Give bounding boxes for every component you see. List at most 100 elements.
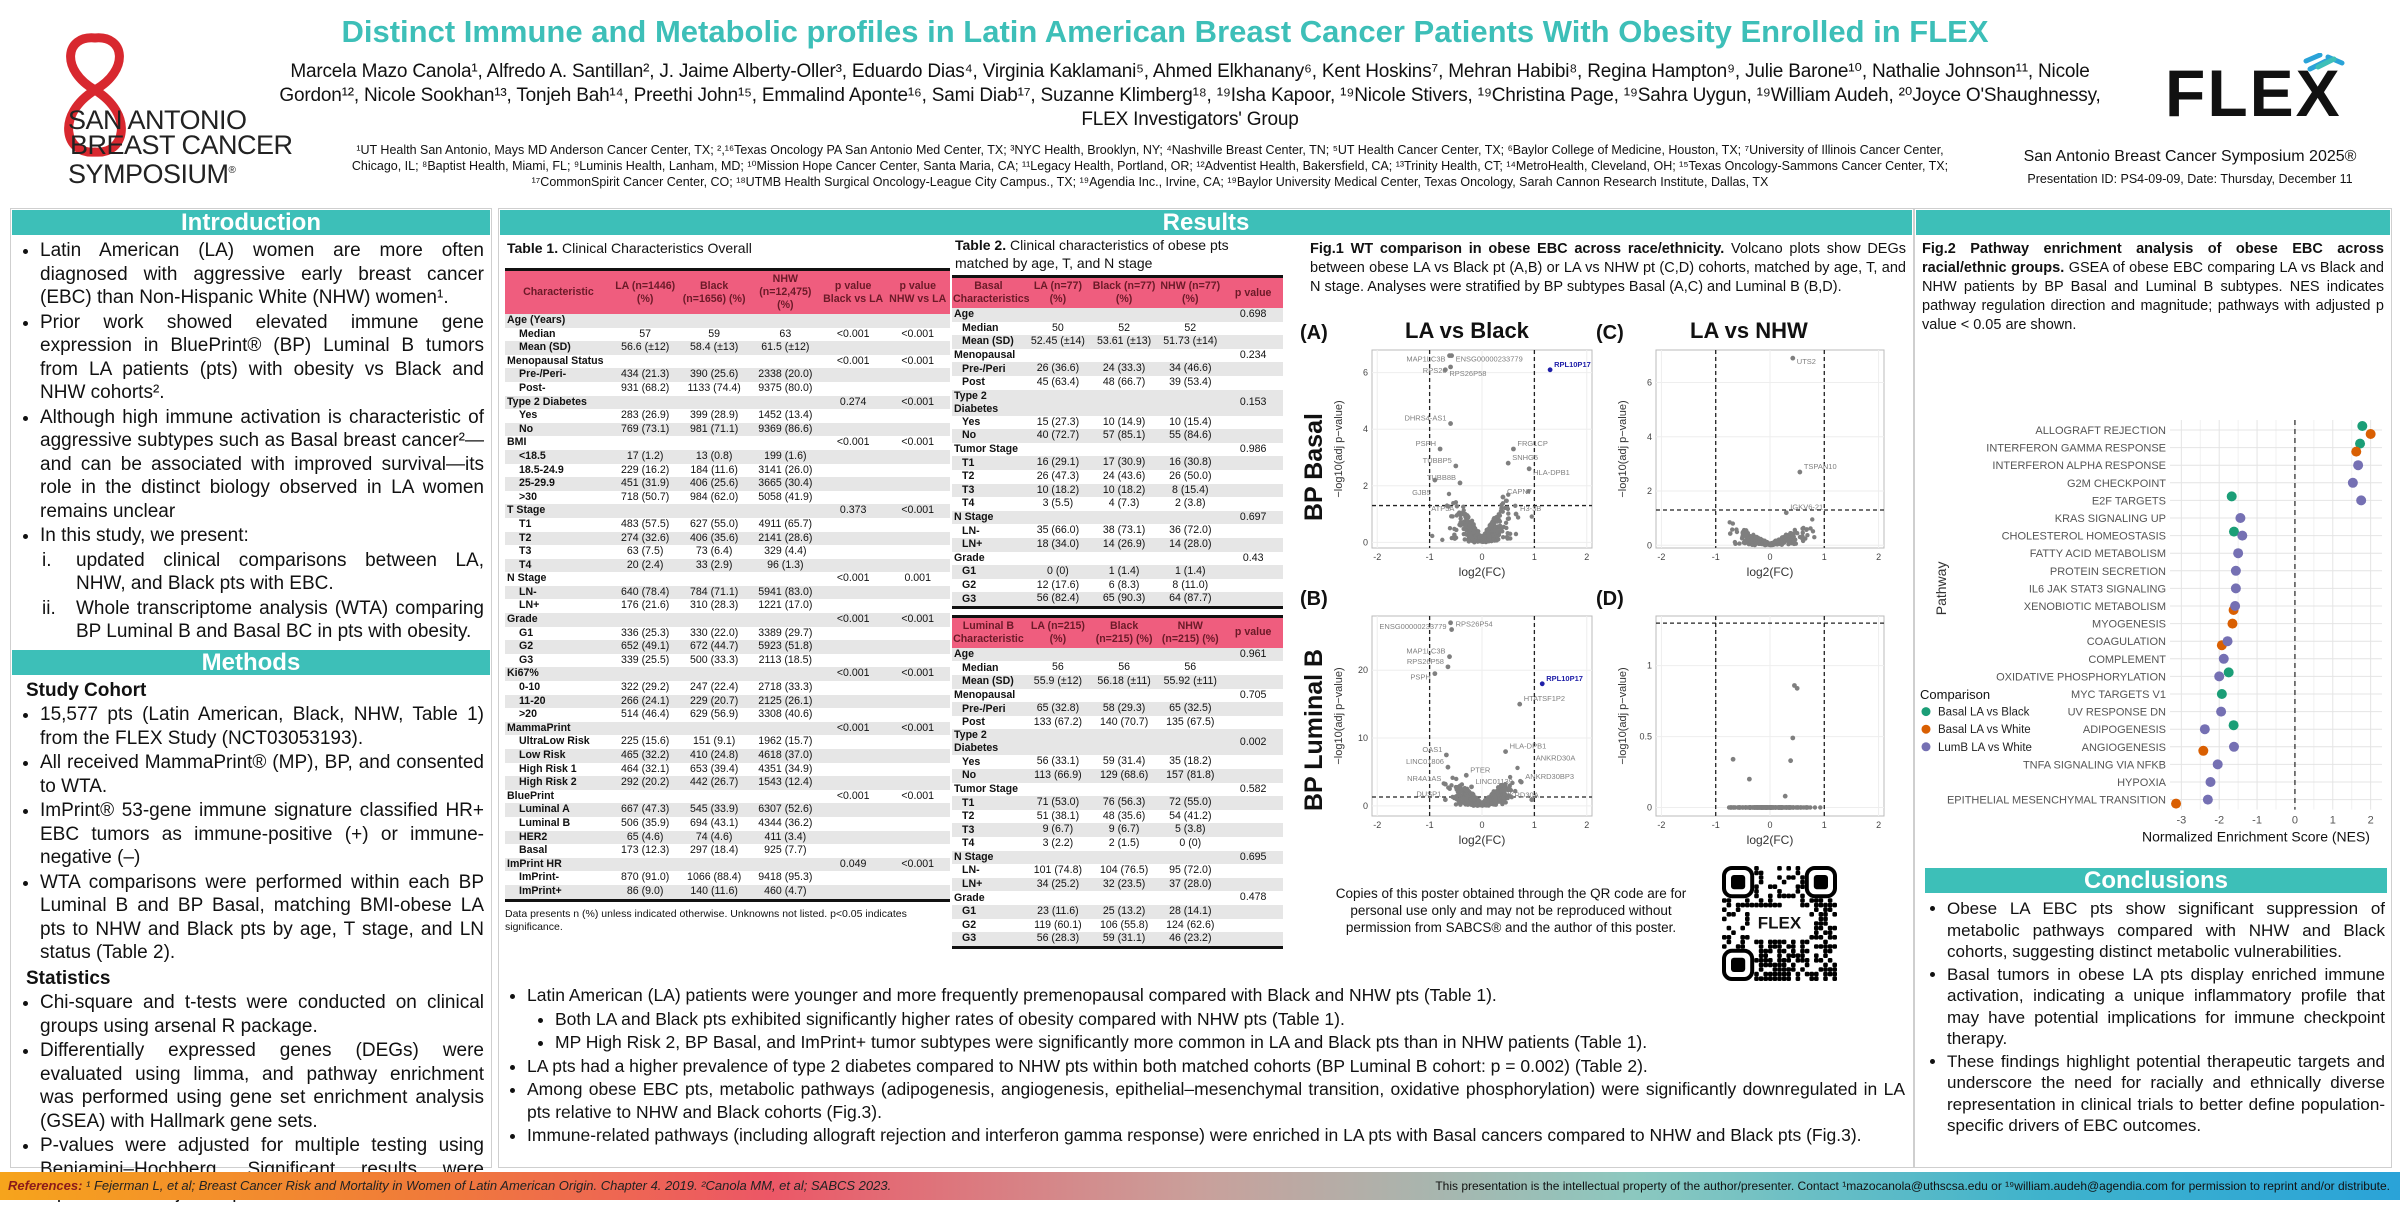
volcano-labeled-point bbox=[1457, 480, 1463, 486]
table-cell: 35 (66.0) bbox=[1036, 524, 1080, 537]
y-tick-label: 10 bbox=[1358, 733, 1368, 743]
table-cell bbox=[612, 436, 679, 450]
x-tick-label: 0 bbox=[2292, 815, 2298, 827]
table-cell bbox=[749, 613, 821, 627]
table-row: G3 339 (25.5) 500 (33.3) 2113 (18.5) bbox=[505, 654, 950, 668]
table-cell: 57 bbox=[639, 327, 652, 340]
qr-module bbox=[1814, 944, 1819, 949]
qr-module bbox=[1735, 907, 1741, 912]
x-tick-label: 0 bbox=[1479, 552, 1484, 562]
table-cell: 667 (47.3) bbox=[611, 803, 679, 817]
table-row: LN+ 176 (21.6) 310 (28.3) 1221 (17.0) bbox=[505, 599, 950, 613]
table-cell bbox=[1025, 783, 1091, 797]
qr-module bbox=[1818, 902, 1824, 908]
gene-label: RPL10P17 bbox=[1546, 674, 1583, 683]
volcano-point bbox=[1768, 542, 1773, 547]
volcano-point bbox=[1489, 523, 1494, 528]
table-cell: 2 (3.8) bbox=[1174, 497, 1206, 510]
table-cell bbox=[1025, 349, 1091, 363]
table-cell bbox=[820, 749, 886, 763]
qr-module bbox=[1758, 898, 1764, 903]
volcano-point bbox=[1504, 498, 1509, 504]
legend-label: LumB LA vs White bbox=[1938, 742, 2032, 754]
pathway-label: ALLOGRAFT REJECTION bbox=[2035, 425, 2166, 437]
table-cell: T3 bbox=[519, 545, 532, 558]
table-cell: LN+ bbox=[519, 599, 540, 612]
table-cell: Pre-/Peri bbox=[952, 362, 1025, 376]
gene-label: RPS26P54 bbox=[1456, 620, 1493, 629]
table-cell bbox=[679, 436, 750, 450]
table-cell bbox=[750, 436, 821, 450]
qr-module bbox=[1818, 912, 1824, 917]
table-row: G2 12 (17.6) 6 (8.3) 8 (11.0) bbox=[952, 579, 1283, 593]
table-cell: 283 (26.9) bbox=[621, 409, 670, 422]
table-row: BluePrint <0.001 <0.001 bbox=[505, 790, 950, 804]
table-cell: >30 bbox=[519, 490, 537, 503]
qr-module bbox=[1763, 902, 1768, 908]
methods-bullet: All received MammaPrint® (MP), BP, and c… bbox=[40, 751, 484, 798]
column-header: p value bbox=[1223, 616, 1283, 648]
table-cell bbox=[678, 613, 750, 627]
table-cell bbox=[1091, 689, 1157, 703]
table-row: T3 63 (7.5) 73 (6.4) 329 (4.4) bbox=[505, 545, 950, 559]
table-cell: <0.001 bbox=[820, 613, 886, 627]
volcano-labeled-point bbox=[1746, 776, 1752, 782]
qr-module bbox=[1754, 971, 1759, 977]
table-cell: Yes bbox=[962, 415, 981, 428]
table-cell bbox=[820, 368, 886, 382]
table-row: Mean (SD) 52.45 (±14) 53.61 (±13) 51.73 (±1… bbox=[952, 335, 1283, 349]
table-cell: 28 (14.1) bbox=[1157, 904, 1224, 919]
table-cell bbox=[885, 518, 950, 532]
logo-line: BREAST CANCER bbox=[70, 130, 293, 160]
table-cell: Luminal A bbox=[505, 803, 612, 817]
table-cell bbox=[820, 694, 886, 709]
gene-label: FRG1CP bbox=[1517, 439, 1547, 448]
table-cell: 545 (33.9) bbox=[678, 803, 750, 817]
x-tick-label: -2 bbox=[1657, 552, 1665, 562]
qr-module bbox=[1827, 898, 1833, 903]
volcano-point bbox=[1457, 783, 1463, 788]
qr-module bbox=[1814, 902, 1819, 908]
table-cell bbox=[885, 368, 950, 382]
qr-module bbox=[1754, 958, 1759, 963]
volcano-point bbox=[1749, 536, 1755, 542]
subitem-number: ii. bbox=[42, 597, 56, 619]
volcano-point bbox=[1459, 521, 1464, 527]
qr-module bbox=[1768, 902, 1773, 908]
pathway-label: OXIDATIVE PHOSPHORYLATION bbox=[1996, 671, 2166, 683]
table-cell bbox=[1223, 592, 1283, 608]
nes-point bbox=[2228, 526, 2239, 537]
methods-header: Methods bbox=[12, 649, 490, 675]
qr-module bbox=[1795, 953, 1801, 958]
qr-module bbox=[1768, 976, 1773, 981]
table-cell: 35 (18.2) bbox=[1169, 755, 1212, 768]
nes-point bbox=[2228, 720, 2239, 731]
qr-module bbox=[1777, 948, 1782, 954]
table-cell: 410 (24.8) bbox=[678, 749, 750, 763]
qr-module bbox=[1823, 962, 1828, 968]
qr-code[interactable]: FLEX bbox=[1722, 866, 1840, 982]
gene-label: TSPAN10 bbox=[1804, 462, 1837, 471]
logo-line: SYMPOSIUM® bbox=[68, 158, 293, 188]
volcano-point bbox=[1456, 792, 1461, 798]
table-cell: <0.001 bbox=[885, 613, 950, 627]
volcano-labeled-point bbox=[1529, 797, 1535, 803]
table-cell: Post bbox=[962, 716, 985, 729]
gene-label: CAPN7 bbox=[1507, 487, 1532, 496]
volcano-point bbox=[1459, 787, 1464, 792]
volcano-point bbox=[1513, 503, 1518, 509]
volcano-point bbox=[1463, 531, 1468, 537]
qr-module bbox=[1809, 971, 1814, 977]
y-tick-label: 0 bbox=[1647, 540, 1652, 550]
table-cell: 32 (23.5) bbox=[1091, 877, 1158, 892]
x-tick-label: -1 bbox=[1426, 552, 1434, 562]
x-tick-label: 2 bbox=[1876, 820, 1881, 830]
table-cell: 58.4 (±13) bbox=[678, 341, 750, 355]
x-tick-label: 0 bbox=[1767, 820, 1772, 830]
nes-point bbox=[2230, 601, 2241, 611]
table-cell: 34 (25.2) bbox=[1024, 877, 1091, 892]
qr-module bbox=[1763, 953, 1768, 958]
table-cell bbox=[821, 844, 886, 858]
x-tick-label: -1 bbox=[1712, 552, 1720, 562]
author-list: Marcela Mazo Canola¹, Alfredo A. Santill… bbox=[279, 61, 2101, 130]
